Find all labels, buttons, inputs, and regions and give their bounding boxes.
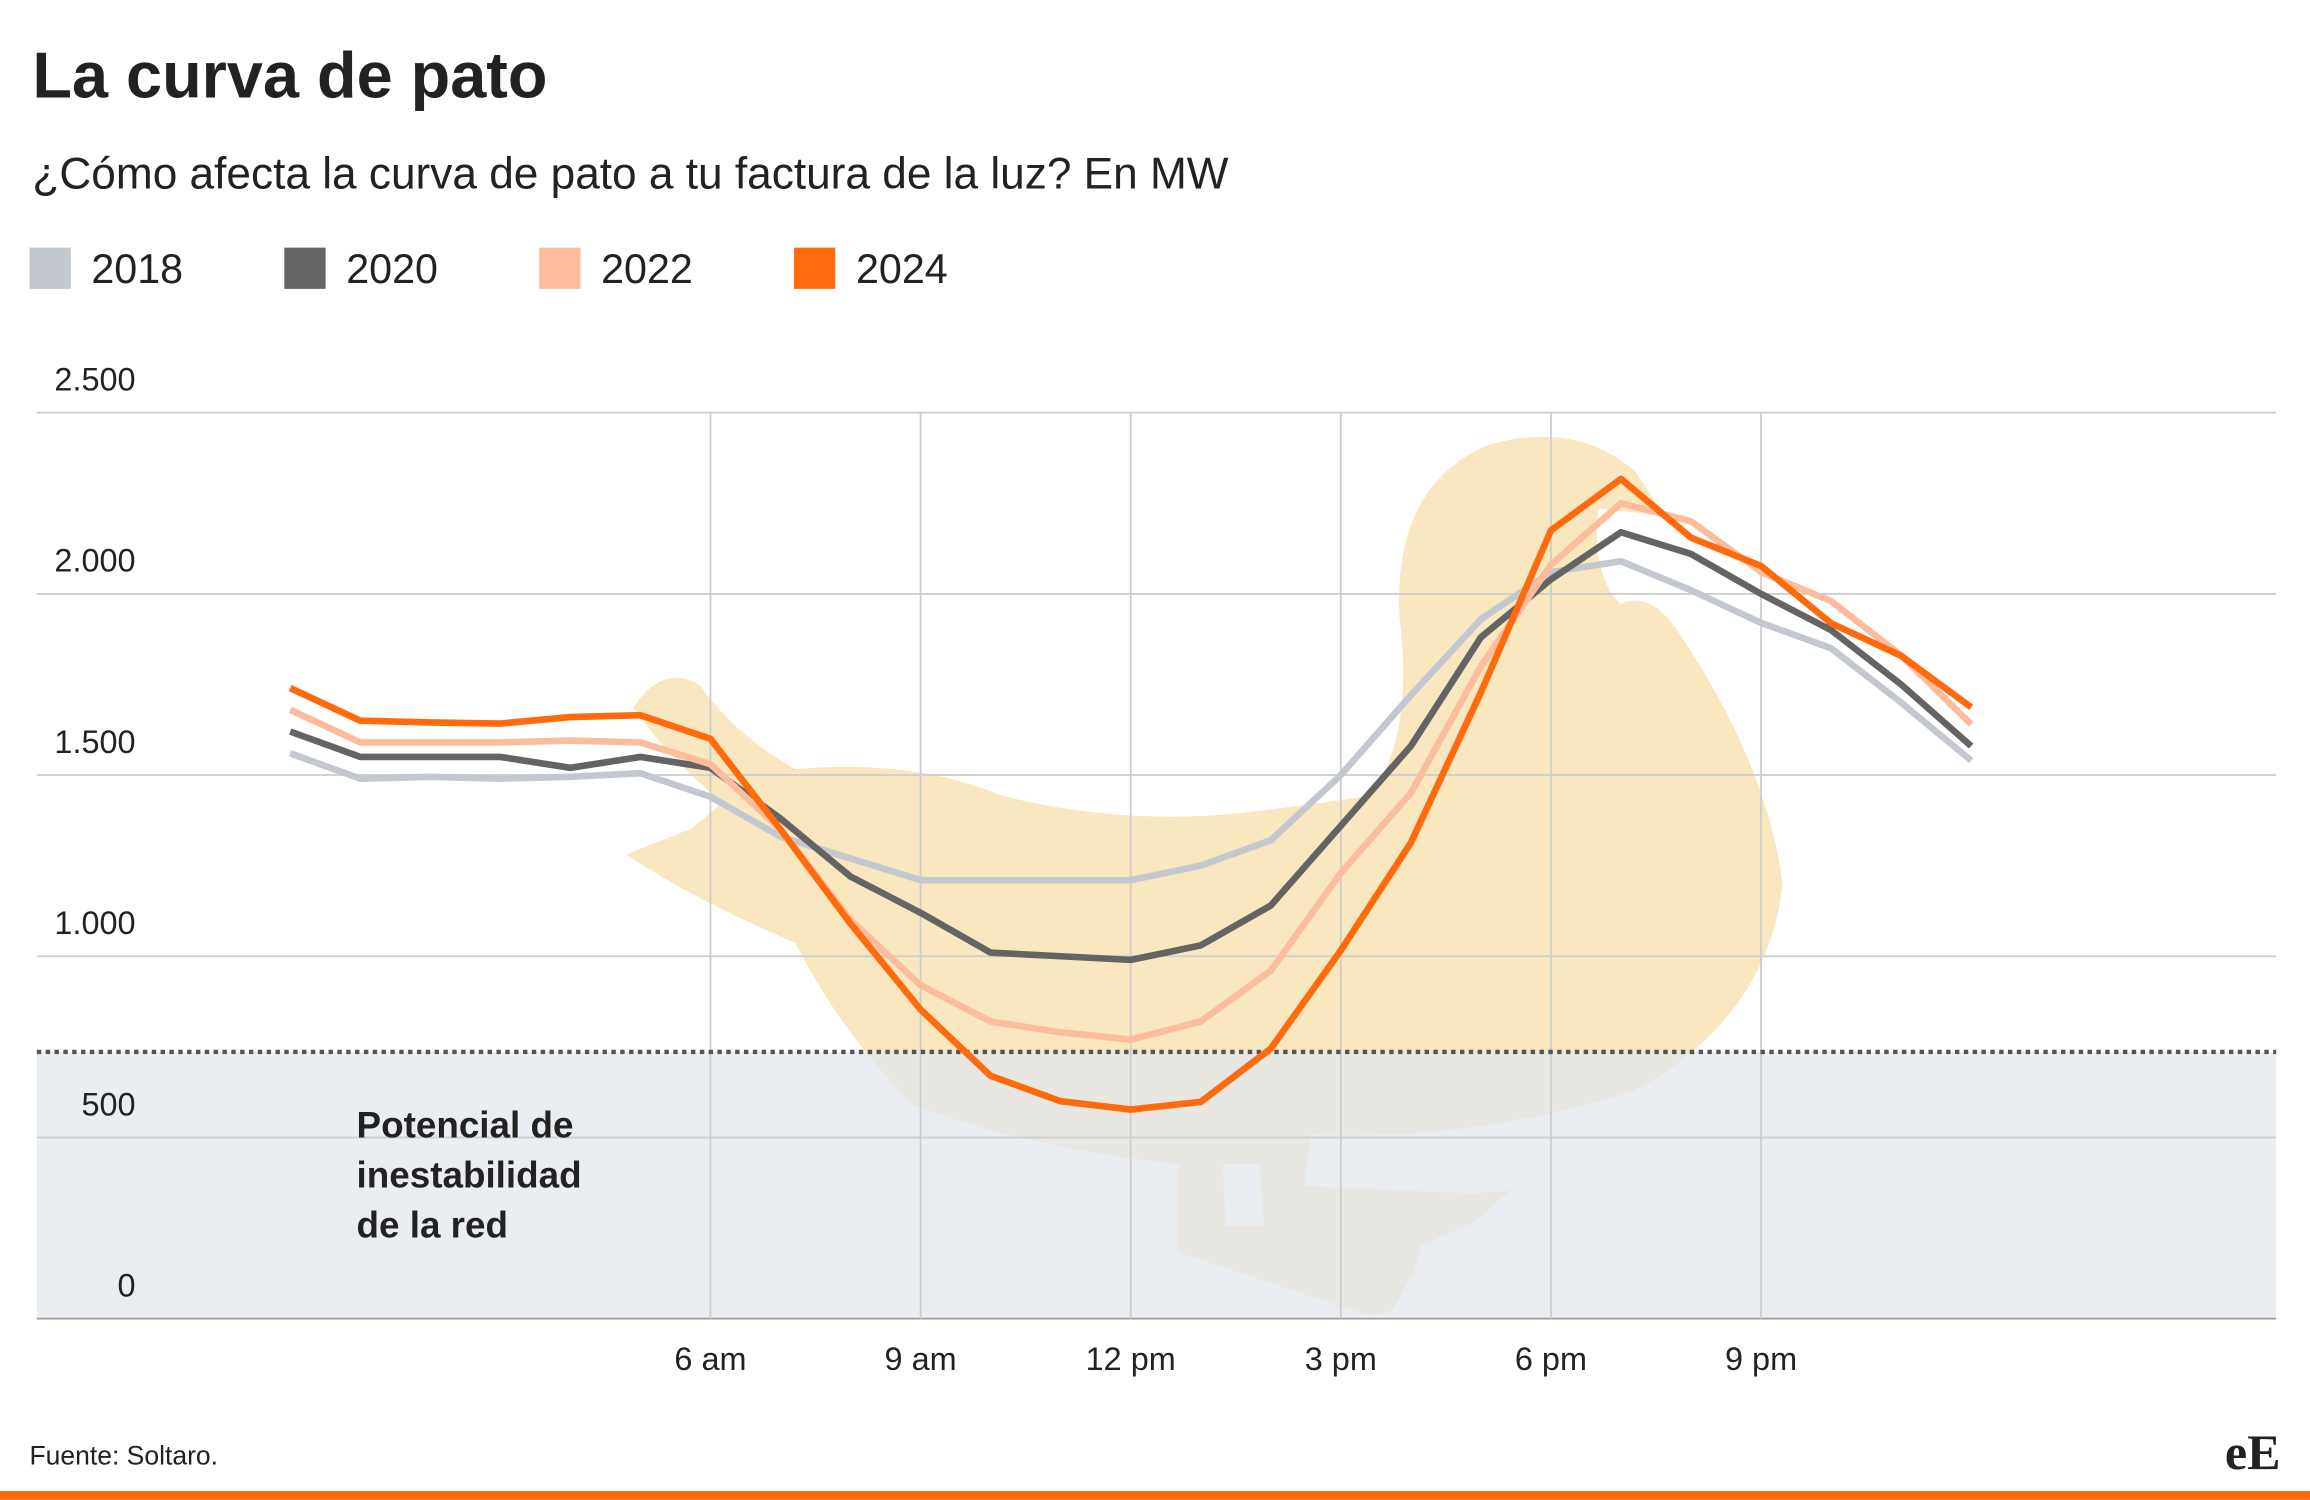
x-tick-label: 6 am: [674, 1341, 746, 1377]
y-tick-label: 2.500: [54, 362, 135, 398]
x-tick-label: 3 pm: [1305, 1341, 1377, 1377]
instability-zone: [36, 1051, 2277, 1319]
series-line: [288, 475, 1974, 1113]
annotation: de la red: [357, 1205, 508, 1246]
x-tick-label: 9 am: [885, 1341, 957, 1377]
legend-label: 2024: [856, 246, 948, 292]
annotation: Potencial de: [357, 1104, 574, 1145]
legend-swatch: [539, 247, 581, 289]
chart-title: La curva de pato: [32, 38, 547, 111]
legend-label: 2020: [346, 246, 438, 292]
legend-swatch: [794, 247, 836, 289]
y-tick-label: 1.000: [54, 905, 135, 941]
y-tick-label: 1.500: [54, 724, 135, 760]
x-tick-label: 9 pm: [1725, 1341, 1797, 1377]
legend-swatch: [29, 247, 71, 289]
y-tick-label: 2.000: [54, 543, 135, 579]
x-tick-label: 12 pm: [1086, 1341, 1176, 1377]
y-tick-label: 0: [118, 1268, 136, 1304]
source: Fuente: Soltaro.: [29, 1441, 218, 1471]
series-line: [289, 557, 1974, 884]
legend-label: 2022: [601, 246, 693, 292]
chart-subtitle: ¿Cómo afecta la curva de pato a tu factu…: [32, 150, 1228, 199]
series-line: [289, 528, 1974, 964]
bottom-bar: [0, 1491, 2310, 1500]
annotation: inestabilidad: [357, 1155, 582, 1196]
y-tick-label: 500: [81, 1086, 135, 1122]
legend-swatch: [284, 247, 326, 289]
legend-label: 2018: [91, 246, 183, 292]
series-line: [288, 499, 1974, 1043]
x-tick-label: 6 pm: [1515, 1341, 1587, 1377]
logo: eE: [2225, 1424, 2281, 1480]
